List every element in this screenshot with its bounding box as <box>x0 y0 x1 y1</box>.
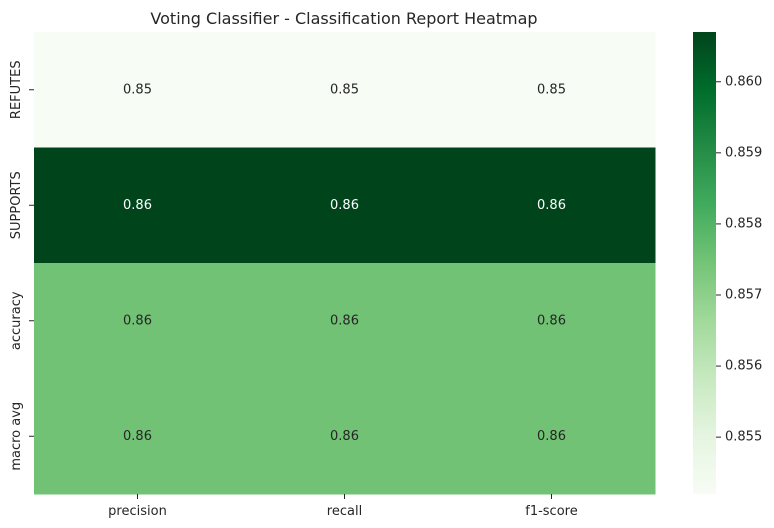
heatmap-cell-label: 0.85 <box>330 82 359 97</box>
heatmap-cell-label: 0.86 <box>330 313 359 328</box>
heatmap-cell <box>241 263 449 379</box>
heatmap-cells <box>34 32 656 495</box>
heatmap-cell <box>34 32 242 148</box>
y-tick-label: accuracy <box>9 291 24 350</box>
heatmap-cell-label: 0.85 <box>123 82 152 97</box>
heatmap-cell-label: 0.85 <box>537 82 566 97</box>
x-tick-label: recall <box>327 504 362 519</box>
heatmap-cell-label: 0.86 <box>537 198 566 213</box>
colorbar-axis: 0.855 0.856 0.857 0.858 0.859 0.860 <box>716 74 762 445</box>
chart-title: Voting Classifier - Classification Repor… <box>150 9 537 28</box>
heatmap-cell <box>34 378 242 495</box>
colorbar-gradient <box>693 32 716 494</box>
y-tick-label: SUPPORTS <box>9 171 24 239</box>
heatmap-cell <box>241 147 449 264</box>
heatmap-cell <box>34 147 242 264</box>
colorbar-tick-label: 0.856 <box>725 359 762 374</box>
colorbar-tick-label: 0.855 <box>725 430 762 445</box>
heatmap-cell <box>34 263 242 379</box>
heatmap-cell-label: 0.86 <box>123 198 152 213</box>
heatmap-cell-labels: 0.85 0.85 0.85 0.86 0.86 0.86 0.86 0.86 0.86 0.86… <box>123 82 566 444</box>
heatmap-cell <box>241 378 449 495</box>
colorbar <box>693 32 716 494</box>
heatmap-cell <box>448 378 656 495</box>
heatmap-cell-label: 0.86 <box>537 313 566 328</box>
heatmap-cell <box>241 32 449 148</box>
heatmap-cell <box>448 147 656 264</box>
colorbar-tick-label: 0.858 <box>725 216 762 231</box>
x-tick-label: precision <box>108 504 167 519</box>
colorbar-tick-label: 0.859 <box>725 145 762 160</box>
heatmap-cell-label: 0.86 <box>123 429 152 444</box>
heatmap-cell-label: 0.86 <box>123 313 152 328</box>
heatmap-cell-label: 0.86 <box>330 198 359 213</box>
x-axis: precision recall f1-score <box>108 494 578 519</box>
heatmap-cell-label: 0.86 <box>330 429 359 444</box>
y-axis: REFUTES SUPPORTS accuracy macro avg <box>9 60 34 471</box>
y-tick-label: macro avg <box>9 402 24 471</box>
heatmap-cell-label: 0.86 <box>537 429 566 444</box>
colorbar-tick-label: 0.860 <box>725 74 762 89</box>
y-tick-label: REFUTES <box>9 60 24 119</box>
heatmap-cell <box>448 263 656 379</box>
x-tick-label: f1-score <box>525 504 577 519</box>
colorbar-tick-label: 0.857 <box>725 287 762 302</box>
heatmap-cell <box>448 32 656 148</box>
